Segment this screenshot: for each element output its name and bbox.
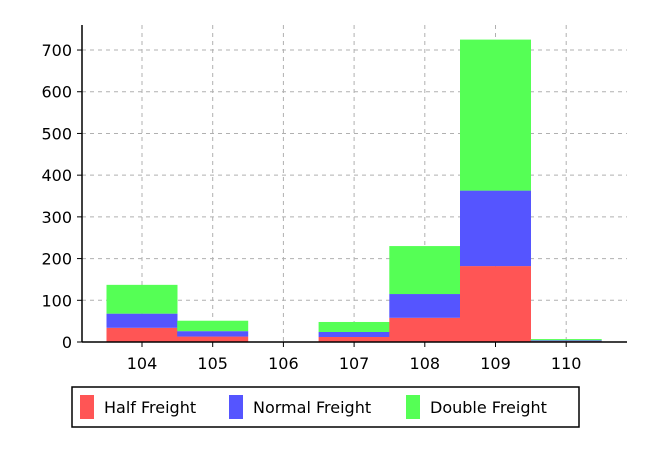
bar-segment-double-freight-109: [460, 39, 531, 191]
bar-segment-double-freight-107: [318, 321, 390, 332]
legend-label-half-freight: Half Freight: [104, 398, 196, 417]
bar-segment-normal-freight-104: [106, 313, 178, 328]
y-tick-label: 500: [41, 124, 72, 143]
bar-segment-double-freight-108: [389, 246, 461, 295]
x-tick-label: 106: [268, 354, 299, 373]
legend-swatch-half-freight: [80, 395, 94, 419]
bar-segment-normal-freight-110: [530, 340, 602, 342]
bar-segment-half-freight-104: [106, 327, 178, 342]
bar-segment-normal-freight-108: [389, 294, 461, 318]
y-tick-label: 300: [41, 208, 72, 227]
legend: Half Freight Normal Freight Double Freight: [71, 386, 580, 428]
bar-segment-normal-freight-105: [177, 331, 249, 337]
x-tick-label: 107: [339, 354, 370, 373]
bar-segment-half-freight-105: [177, 336, 249, 342]
bar-segment-double-freight-105: [177, 320, 249, 332]
tick-labels: 0 100 200 300 400 500 600 700 104 105 106 107 108 109…: [41, 41, 581, 373]
y-tick-label: 600: [41, 83, 72, 102]
legend-label-double-freight: Double Freight: [430, 398, 547, 417]
bar-segment-half-freight-107: [318, 336, 390, 342]
bar-segment-double-freight-104: [106, 284, 178, 314]
bar-segment-half-freight-108: [389, 317, 461, 342]
y-tick-label: 200: [41, 250, 72, 269]
bar-segment-double-freight-110: [530, 339, 602, 341]
legend-box: [71, 386, 580, 428]
legend-swatch-normal-freight: [229, 395, 243, 419]
bar-segment-normal-freight-109: [460, 190, 531, 267]
y-tick-label: 0: [62, 333, 72, 352]
y-tick-label: 100: [41, 291, 72, 310]
legend-swatch-double-freight: [406, 395, 420, 419]
x-tick-label: 104: [127, 354, 158, 373]
x-tick-label: 110: [551, 354, 582, 373]
y-tick-label: 400: [41, 166, 72, 185]
x-tick-label: 105: [197, 354, 228, 373]
bar-segment-normal-freight-107: [318, 331, 390, 337]
x-tick-label: 109: [480, 354, 511, 373]
x-tick-label: 108: [410, 354, 441, 373]
bar-segment-half-freight-109: [460, 266, 531, 342]
bars-group: [106, 39, 602, 342]
y-tick-label: 700: [41, 41, 72, 60]
legend-label-normal-freight: Normal Freight: [253, 398, 371, 417]
